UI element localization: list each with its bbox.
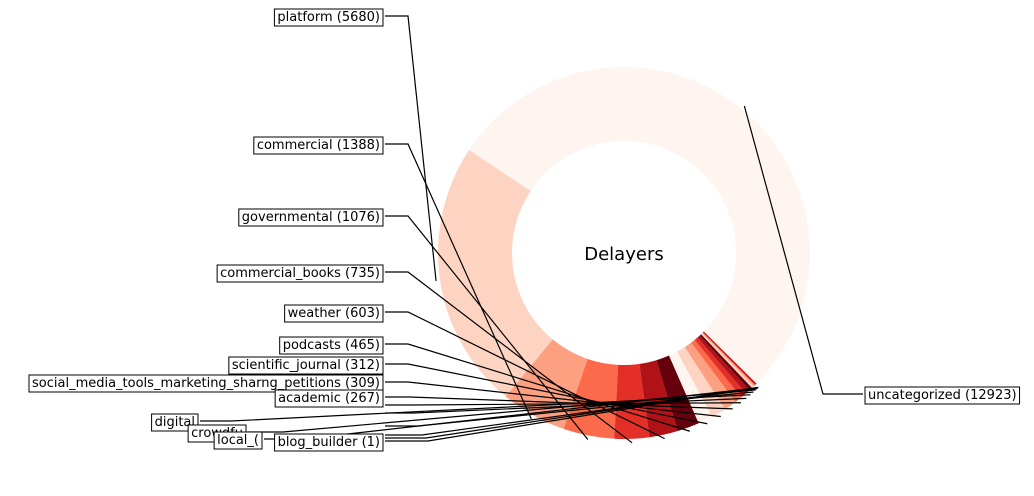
slice-label-text-16: local_( [217,433,259,448]
leader-line-3 [385,215,589,440]
leader-line-0 [743,105,863,395]
slice-label-text-12: digital [155,415,195,430]
slice-12 [697,335,750,394]
slice-label-box-2 [253,136,384,155]
slice-7 [669,351,713,424]
slice-label-text-8: social_media_tools_marketing_sharng_peti… [32,376,380,391]
slice-label-9: academic (267) [274,389,384,408]
slice-label-text-2: commercial (1388) [257,138,380,153]
slice-label-text-6: podcasts (465) [283,338,380,353]
slice-label-box-9 [274,389,384,408]
slice-label-text-5: weather (603) [288,306,380,321]
slice-label-4: commercial_books (735) [216,264,384,283]
slice-label-7: scientific_journal (312) [228,356,384,375]
slice-3 [563,358,619,439]
slice-label-3: governmental (1076) [238,208,384,227]
slice-label-5: weather (603) [284,304,384,323]
slice-label-box-0 [864,386,1021,405]
slice-label-text-1: platform (5680) [277,10,380,25]
slice-label-box-12 [151,413,199,432]
slice-label-box-18 [274,433,384,452]
slice-11 [694,337,746,398]
slice-label-18: blog_builder (1) [274,433,384,452]
slice-label-box-3 [238,208,384,227]
slice-label-box-6 [279,336,384,355]
leader-line-18 [385,386,759,442]
leader-line-12 [200,394,751,422]
slice-label-8: social_media_tools_marketing_sharng_peti… [28,374,384,393]
slice-label-box-16 [213,431,263,450]
slice-label-12: digital [151,413,199,432]
slice-label-2: commercial (1388) [253,136,384,155]
leader-line-1 [385,15,437,281]
slice-label-text-9: academic (267) [278,391,380,406]
leader-line-17 [385,386,759,439]
slice-label-box-7 [228,356,384,375]
leader-line-2 [385,143,532,420]
slice-18 [703,331,757,385]
slice-label-box-4 [216,264,384,283]
slice-label-text-18: blog_builder (1) [278,435,380,450]
slice-label-text-0: uncategorized (12923) [868,388,1017,403]
slice-label-text-7: scientific_journal (312) [232,358,380,373]
slice-label-6: podcasts (465) [279,336,384,355]
slice-label-text-4: commercial_books (735) [220,266,380,281]
slice-0 [469,66,811,385]
slice-6 [656,355,699,432]
slice-label-box-1 [273,8,384,27]
slice-15 [702,332,756,387]
slice-1 [438,150,553,397]
slice-label-16: local_( [213,431,263,450]
labels-group: uncategorized (12923) platform (5680) comm… [28,8,1021,452]
slice-14 [701,333,754,388]
center-label: Delayers [584,244,663,265]
slice-13 [699,334,753,391]
slice-label-text-3: governmental (1076) [242,210,380,225]
slice-label-box-8 [28,374,384,393]
slice-label-1: platform (5680) [273,8,384,27]
slice-10 [691,339,742,402]
slice-label-box-5 [284,304,384,323]
slice-label-0: uncategorized (12923) [864,386,1021,405]
